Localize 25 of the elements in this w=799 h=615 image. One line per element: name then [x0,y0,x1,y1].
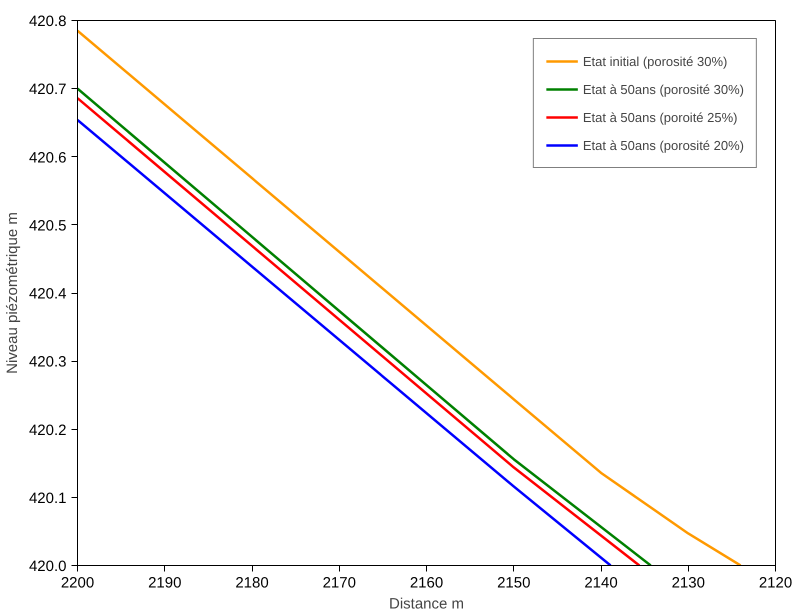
legend-label: Etat initial (porosité 30%) [582,54,728,68]
y-tick-label: 420.3 [28,354,67,371]
legend-label: Etat à 50ans (porosité 20%) [582,138,744,152]
y-axis-title: Niveau piézométrique m [4,212,21,374]
x-tick-label: 2130 [672,574,705,592]
y-tick-label: 420.1 [28,490,67,507]
x-tick-label: 2150 [497,574,530,592]
legend-label: Etat à 50ans (poroité 25%) [582,110,738,124]
y-tick-label: 420.5 [28,217,67,234]
x-tick-label: 2140 [584,574,618,592]
y-tick-label: 420.2 [28,422,67,439]
x-tick-label: 2170 [322,574,356,592]
y-tick-label: 420.8 [28,13,67,30]
y-tick-label: 420.7 [28,81,67,98]
y-tick-label: 420.4 [28,286,67,302]
x-tick-label: 2190 [148,574,182,592]
x-tick-label: 2120 [758,574,792,592]
x-tick-label: 2200 [60,574,94,592]
x-axis-title: Distance m [388,596,464,612]
x-tick-label: 2160 [410,574,444,592]
line-series [78,29,742,566]
x-tick-label: 2180 [235,574,269,592]
y-tick-label: 420.6 [28,149,67,166]
y-tick-label: 420.0 [28,558,67,575]
legend-label: Etat à 50ans (porosité 30%) [582,82,744,96]
